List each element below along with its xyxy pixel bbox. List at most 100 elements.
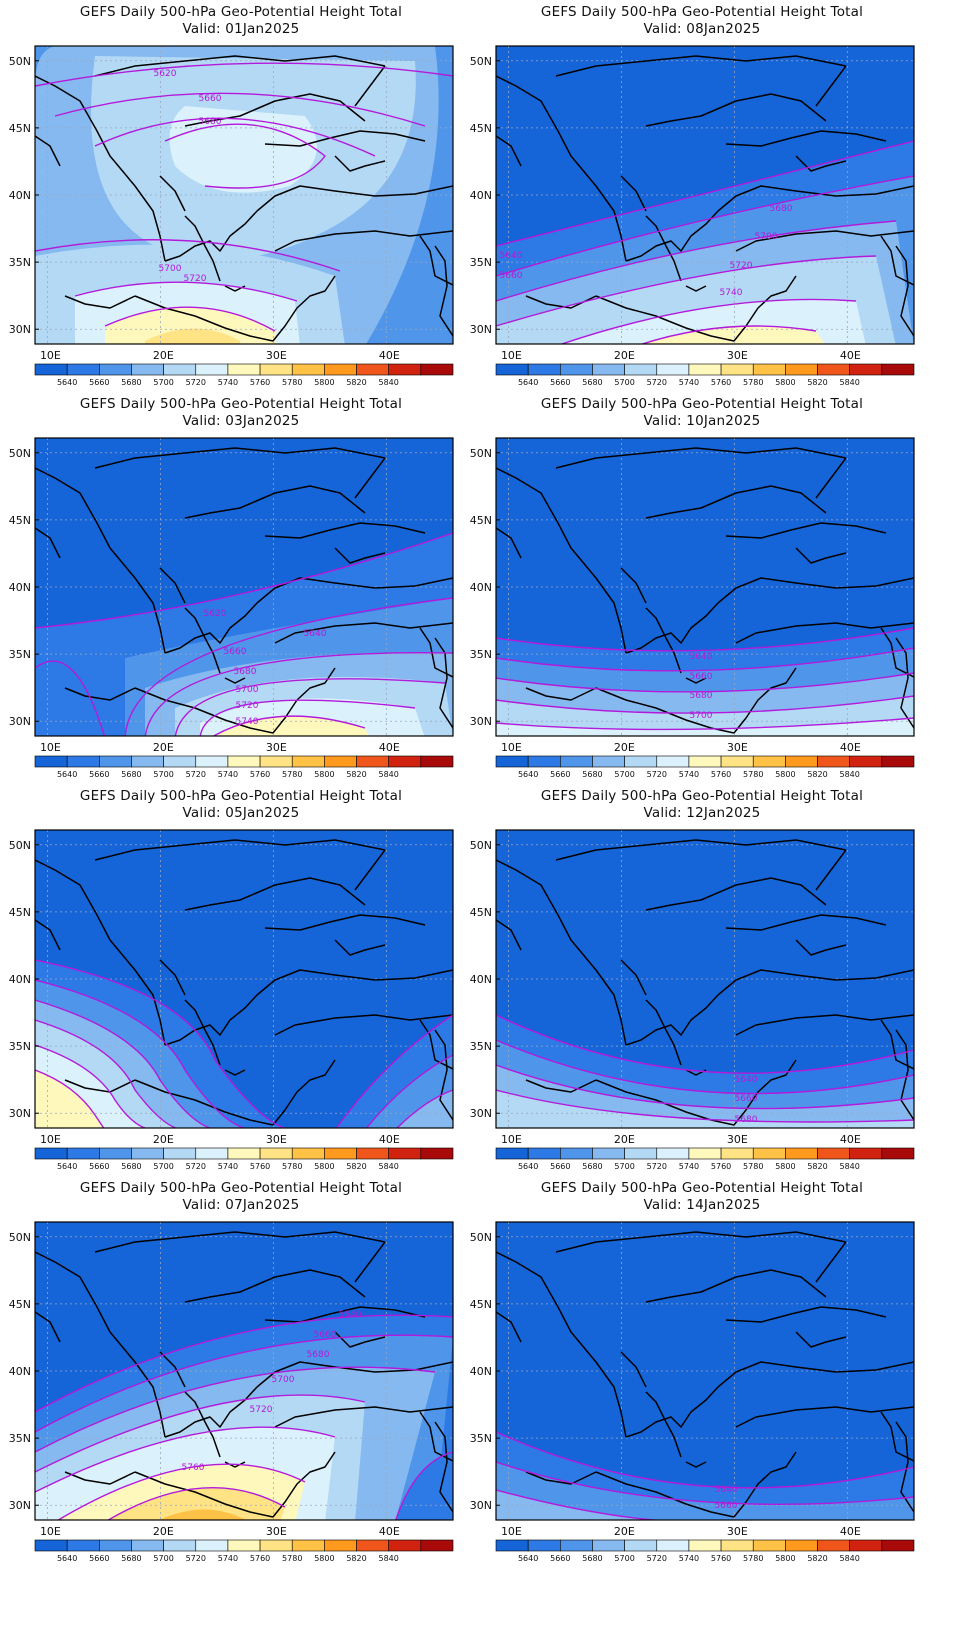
colorbar-swatch xyxy=(527,363,561,376)
colorbar-label: 5700 xyxy=(153,378,173,387)
coastline xyxy=(685,285,707,292)
coastline xyxy=(264,1306,426,1323)
colorbar-label: 5820 xyxy=(807,770,827,779)
coastline xyxy=(735,622,914,644)
colorbar-swatch xyxy=(195,755,229,768)
contour-line xyxy=(496,140,914,247)
colorbar-swatch xyxy=(720,363,754,376)
lat-tick-label: 35N xyxy=(9,648,31,661)
colorbar-label: 5700 xyxy=(153,1162,173,1171)
coastline xyxy=(134,295,274,342)
coastline xyxy=(419,1411,453,1462)
coastline xyxy=(434,637,453,729)
colorbar-label: 5660 xyxy=(550,378,570,387)
map-figure: 5640 5660 5680 50N 45N 40N 35N 30N 10E 20E 30E 40E 5… xyxy=(470,829,915,1171)
contour-label: 5720 xyxy=(236,701,259,711)
contour-line xyxy=(335,1014,453,1128)
coastline xyxy=(434,1421,453,1513)
contour-line xyxy=(496,220,897,302)
coastline xyxy=(159,567,186,604)
colorbar-swatch xyxy=(624,755,658,768)
coastline xyxy=(496,75,627,262)
lon-tick-label: 30E xyxy=(727,349,748,362)
lon-tick-label: 10E xyxy=(40,741,61,754)
lon-tick-label: 30E xyxy=(266,1525,287,1538)
lon-tick-label: 10E xyxy=(501,741,522,754)
colorbar-label: 5740 xyxy=(218,770,238,779)
colorbar-swatch xyxy=(527,1539,561,1552)
colorbar-label: 5660 xyxy=(89,1162,109,1171)
colorbar-label: 5640 xyxy=(518,770,538,779)
colorbar-label: 5700 xyxy=(614,1554,634,1563)
colorbar-swatch xyxy=(131,755,164,768)
coastline xyxy=(555,839,847,861)
map-panel: GEFS Daily 500-hPa Geo-Potential Height … xyxy=(0,784,482,1194)
lat-tick-label: 40N xyxy=(470,1365,492,1378)
panel-title: GEFS Daily 500-hPa Geo-Potential Height … xyxy=(540,396,864,412)
coastline xyxy=(620,1351,647,1388)
colorbar-swatch xyxy=(592,363,625,376)
shaded-band xyxy=(145,328,240,344)
colorbar-label: 5760 xyxy=(711,1162,731,1171)
colorbar-swatch xyxy=(163,755,197,768)
colorbar-label: 5800 xyxy=(314,770,334,779)
coastline xyxy=(184,485,366,519)
colorbar-label: 5780 xyxy=(743,1162,763,1171)
colorbar-label: 5660 xyxy=(550,770,570,779)
contour-line xyxy=(35,1044,148,1128)
lon-tick-label: 30E xyxy=(727,1133,748,1146)
coastline xyxy=(525,1079,597,1093)
contour-line xyxy=(496,1489,663,1520)
colorbar-swatch xyxy=(356,363,389,376)
colorbar-label: 5800 xyxy=(775,378,795,387)
coastline xyxy=(895,637,914,729)
contour-line xyxy=(496,1089,914,1123)
contour-label: 5740 xyxy=(236,717,259,727)
colorbar-label: 5820 xyxy=(346,770,366,779)
colorbar-label: 5660 xyxy=(550,1162,570,1171)
coastline xyxy=(685,677,707,684)
lat-tick-label: 50N xyxy=(9,447,31,460)
coastline xyxy=(685,1461,707,1468)
colorbar-label: 5840 xyxy=(840,1554,860,1563)
colorbar-label: 5640 xyxy=(57,770,77,779)
coastline xyxy=(264,522,426,539)
lon-tick-label: 30E xyxy=(266,349,287,362)
colorbar-swatch xyxy=(785,363,818,376)
colorbar-swatch xyxy=(99,755,132,768)
colorbar-swatch xyxy=(624,363,658,376)
lat-tick-label: 45N xyxy=(9,122,31,135)
lat-tick-label: 30N xyxy=(470,1107,492,1120)
map-panel: GEFS Daily 500-hPa Geo-Potential Height … xyxy=(0,0,482,410)
map-panel: GEFS Daily 500-hPa Geo-Potential Height … xyxy=(461,0,943,410)
contour-line xyxy=(35,999,213,1128)
lon-tick-label: 40E xyxy=(840,1133,861,1146)
contour-line xyxy=(496,1014,914,1074)
coastline xyxy=(815,65,847,107)
contour-line xyxy=(144,652,453,736)
lon-tick-label: 30E xyxy=(266,741,287,754)
map-figure: 5680 5700 5720 5740 5640 5660 50N 45N 40N 35N 30N 1… xyxy=(470,45,915,387)
contour-line xyxy=(35,532,453,629)
contour-line xyxy=(54,92,426,127)
colorbar-swatch xyxy=(495,755,529,768)
contour-line xyxy=(174,678,446,736)
coastline xyxy=(184,999,221,1066)
colorbar-label: 5700 xyxy=(153,1554,173,1563)
contour-label: 5640 xyxy=(500,251,523,261)
colorbar-label: 5760 xyxy=(711,1554,731,1563)
lat-tick-label: 45N xyxy=(9,1298,31,1311)
colorbar-label: 5840 xyxy=(379,378,399,387)
colorbar-label: 5800 xyxy=(775,770,795,779)
colorbar-swatch xyxy=(388,1147,422,1160)
lat-tick-label: 40N xyxy=(9,1365,31,1378)
contour-line xyxy=(199,699,416,736)
panel-valid-date: Valid: 01Jan2025 xyxy=(182,21,300,37)
lat-tick-label: 45N xyxy=(470,1298,492,1311)
contour-label: 5680 xyxy=(307,1350,330,1360)
colorbar-label: 5660 xyxy=(550,1554,570,1563)
colorbar-label: 5720 xyxy=(647,378,667,387)
lon-tick-label: 20E xyxy=(153,349,174,362)
contour-label: 5640 xyxy=(690,652,713,662)
